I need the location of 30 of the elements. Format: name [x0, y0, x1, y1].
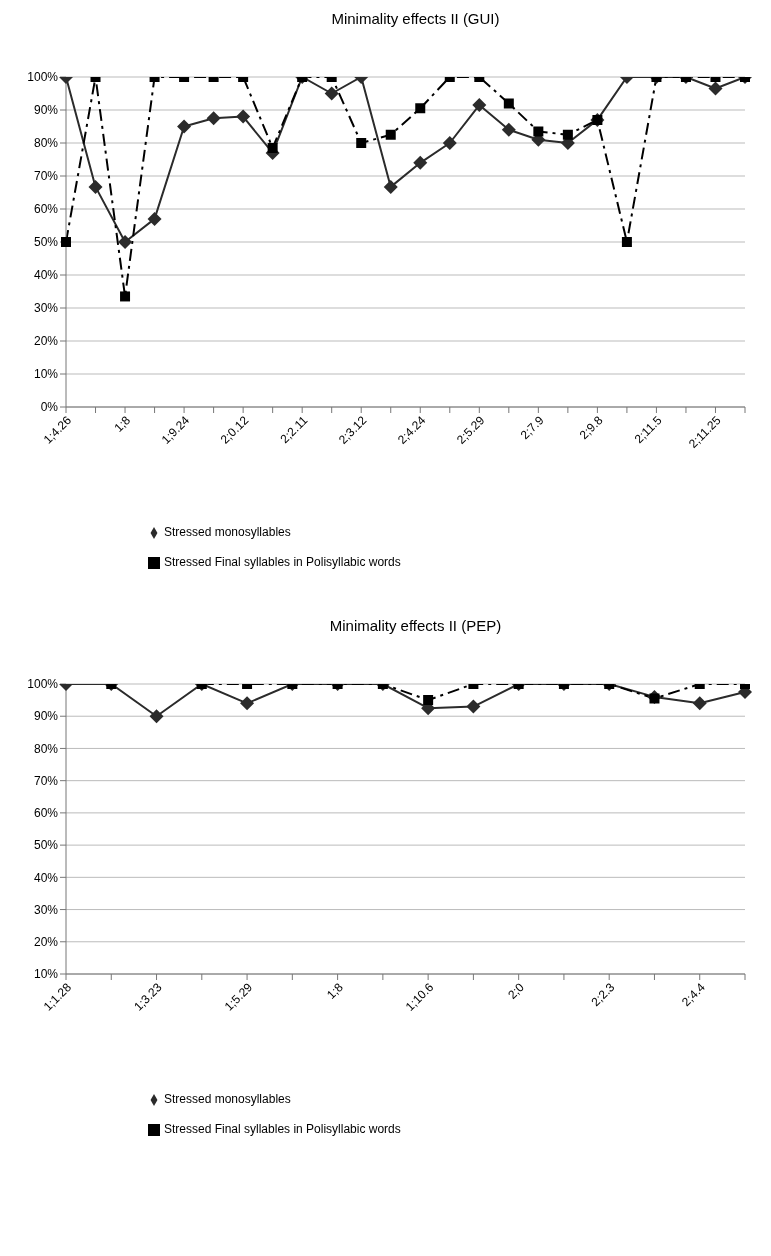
y-tick-label: 60%	[33, 202, 59, 217]
legend-label: Stressed Final syllables in Polisyllabic words	[164, 1122, 401, 1136]
y-tick-label: 100%	[27, 70, 59, 85]
legend-label: Stressed monosyllables	[164, 525, 291, 539]
y-tick-label: 90%	[33, 709, 59, 724]
legend-label: Stressed monosyllables	[164, 1092, 291, 1106]
x-tick-label: 1;8	[324, 980, 346, 1002]
y-tick-label: 70%	[33, 169, 59, 184]
y-tick-label: 0%	[40, 400, 59, 415]
y-tick-label: 30%	[33, 301, 59, 316]
y-tick-label: 80%	[33, 741, 59, 756]
y-tick-label: 40%	[33, 870, 59, 885]
y-tick-label: 20%	[33, 334, 59, 349]
x-tick-label: 1;8	[111, 413, 134, 435]
y-tick-label: 10%	[33, 967, 59, 982]
chart-title: Minimality effects II (GUI)	[330, 10, 501, 27]
legend-label: Stressed Final syllables in Polisyllabic words	[164, 555, 401, 569]
y-tick-label: 90%	[33, 103, 59, 118]
y-tick-label: 40%	[33, 268, 59, 283]
y-tick-label: 50%	[33, 235, 59, 250]
x-tick-label: 2;0	[505, 980, 528, 1002]
y-tick-label: 50%	[33, 838, 59, 853]
chart-title: Minimality effects II (PEP)	[328, 617, 503, 634]
y-tick-label: 60%	[33, 806, 59, 821]
y-tick-label: 30%	[33, 902, 59, 917]
y-tick-label: 10%	[33, 367, 59, 382]
y-tick-label: 70%	[33, 773, 59, 788]
y-tick-label: 80%	[33, 136, 59, 151]
y-tick-label: 20%	[33, 935, 59, 950]
y-tick-label: 100%	[27, 677, 59, 692]
